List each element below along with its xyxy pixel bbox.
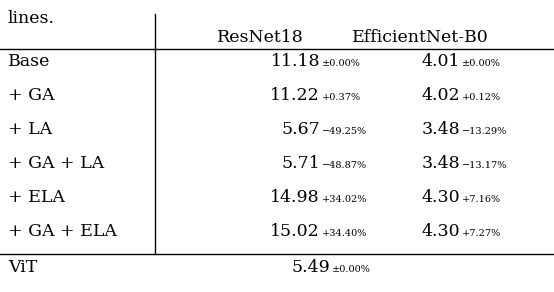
Text: lines.: lines.	[8, 10, 55, 27]
Text: +7.16%: +7.16%	[462, 195, 501, 204]
Text: 5.71: 5.71	[281, 155, 320, 172]
Text: 4.30: 4.30	[422, 189, 460, 206]
Text: −13.29%: −13.29%	[462, 127, 507, 136]
Text: 4.01: 4.01	[422, 53, 460, 70]
Text: +34.40%: +34.40%	[322, 229, 367, 238]
Text: +0.12%: +0.12%	[462, 93, 501, 102]
Text: ±0.00%: ±0.00%	[462, 59, 501, 68]
Text: −13.17%: −13.17%	[462, 161, 507, 170]
Text: 5.67: 5.67	[281, 121, 320, 138]
Text: 14.98: 14.98	[270, 189, 320, 206]
Text: + GA + LA: + GA + LA	[8, 155, 104, 172]
Text: 4.30: 4.30	[422, 223, 460, 240]
Text: 5.49: 5.49	[291, 259, 330, 276]
Text: ViT: ViT	[8, 259, 37, 276]
Text: + ELA: + ELA	[8, 189, 65, 206]
Text: EfficientNet-B0: EfficientNet-B0	[352, 29, 489, 46]
Text: −48.87%: −48.87%	[322, 161, 367, 170]
Text: 11.22: 11.22	[270, 87, 320, 104]
Text: ±0.00%: ±0.00%	[332, 265, 371, 274]
Text: +7.27%: +7.27%	[462, 229, 501, 238]
Text: +0.37%: +0.37%	[322, 93, 361, 102]
Text: −49.25%: −49.25%	[322, 127, 367, 136]
Text: 3.48: 3.48	[422, 155, 460, 172]
Text: 3.48: 3.48	[422, 121, 460, 138]
Text: 11.18: 11.18	[270, 53, 320, 70]
Text: + GA + ELA: + GA + ELA	[8, 223, 117, 240]
Text: Base: Base	[8, 53, 50, 70]
Text: 15.02: 15.02	[270, 223, 320, 240]
Text: ±0.00%: ±0.00%	[322, 59, 361, 68]
Text: + GA: + GA	[8, 87, 54, 104]
Text: + LA: + LA	[8, 121, 52, 138]
Text: +34.02%: +34.02%	[322, 195, 367, 204]
Text: 4.02: 4.02	[422, 87, 460, 104]
Text: ResNet18: ResNet18	[217, 29, 304, 46]
